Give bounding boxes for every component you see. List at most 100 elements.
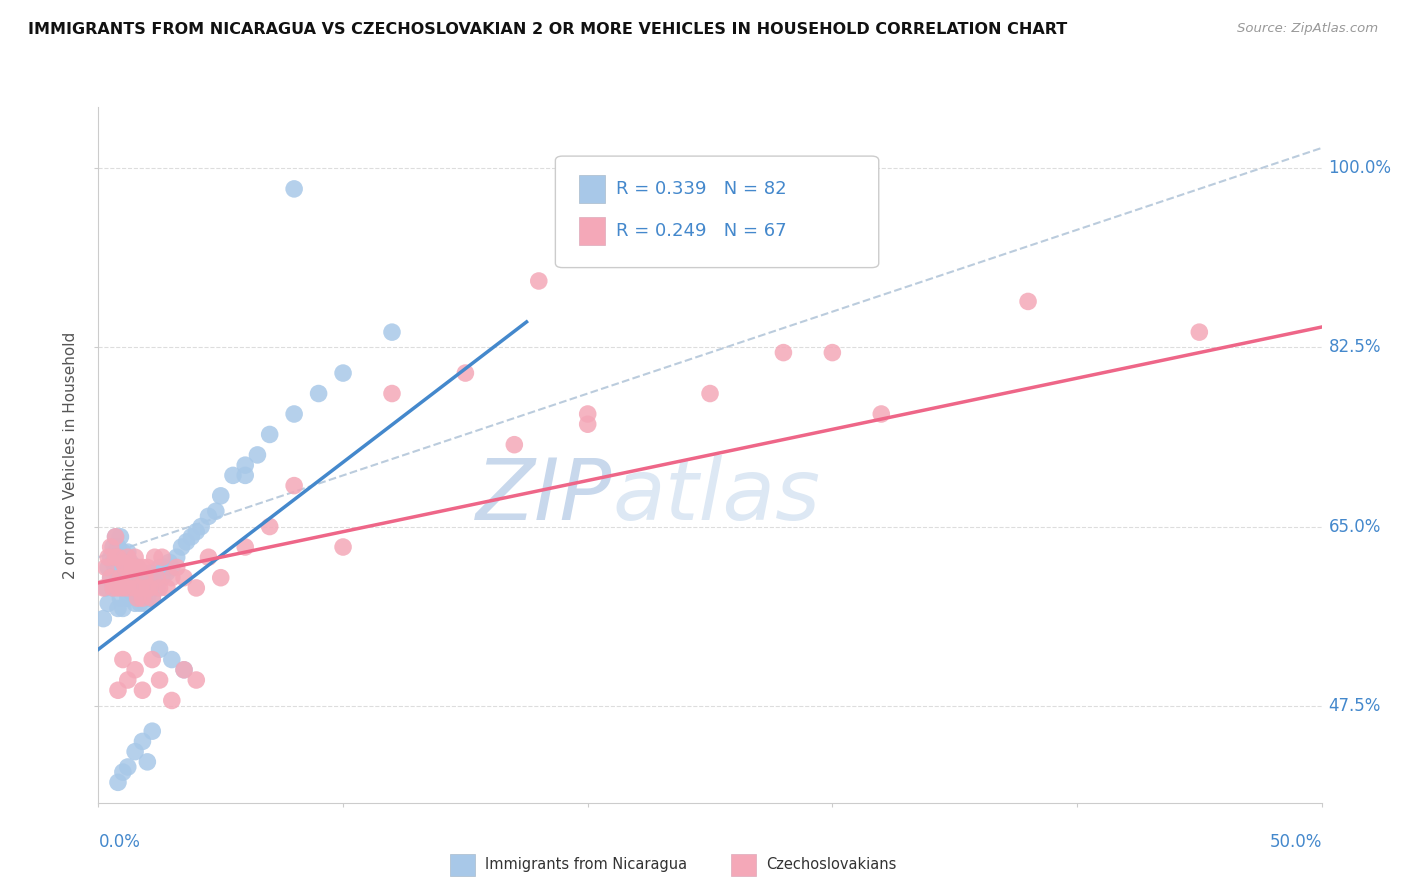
- Point: [100, 540, 122, 554]
- Point: [233, 458, 256, 472]
- Point: [117, 571, 139, 585]
- Point: [141, 591, 163, 606]
- Point: [141, 566, 163, 580]
- Text: 100.0%: 100.0%: [1329, 160, 1392, 178]
- Text: Immigrants from Nicaragua: Immigrants from Nicaragua: [485, 857, 688, 871]
- Point: [124, 550, 146, 565]
- Point: [149, 642, 172, 657]
- Point: [134, 571, 156, 585]
- Text: Source: ZipAtlas.com: Source: ZipAtlas.com: [1237, 22, 1378, 36]
- Point: [139, 581, 162, 595]
- Point: [91, 581, 114, 595]
- Point: [308, 386, 330, 401]
- Point: [131, 683, 153, 698]
- Point: [222, 468, 245, 483]
- Point: [121, 560, 143, 574]
- Point: [1188, 325, 1211, 339]
- Point: [283, 407, 305, 421]
- Point: [186, 673, 208, 687]
- Point: [104, 530, 127, 544]
- Point: [104, 545, 127, 559]
- Y-axis label: 2 or more Vehicles in Household: 2 or more Vehicles in Household: [63, 331, 79, 579]
- Text: Czechoslovakians: Czechoslovakians: [766, 857, 897, 871]
- Point: [124, 745, 146, 759]
- Point: [107, 550, 129, 565]
- Point: [117, 591, 139, 606]
- Point: [121, 586, 143, 600]
- Point: [173, 571, 195, 585]
- Point: [111, 765, 134, 780]
- Point: [111, 652, 134, 666]
- Point: [190, 519, 212, 533]
- Point: [107, 601, 129, 615]
- Point: [94, 560, 117, 574]
- Point: [100, 571, 122, 585]
- Point: [166, 550, 188, 565]
- Point: [111, 571, 134, 585]
- Point: [259, 519, 281, 533]
- Point: [117, 673, 139, 687]
- Point: [107, 683, 129, 698]
- Point: [114, 555, 136, 569]
- Text: R = 0.249   N = 67: R = 0.249 N = 67: [616, 222, 786, 240]
- Point: [91, 612, 114, 626]
- Point: [381, 325, 404, 339]
- Point: [143, 550, 166, 565]
- Point: [149, 673, 172, 687]
- Point: [100, 550, 122, 565]
- Point: [150, 550, 173, 565]
- Point: [503, 438, 526, 452]
- Point: [114, 581, 136, 595]
- Point: [117, 550, 139, 565]
- Point: [107, 775, 129, 789]
- Point: [97, 550, 120, 565]
- Point: [121, 560, 143, 574]
- Point: [173, 663, 195, 677]
- Point: [156, 581, 179, 595]
- Point: [197, 509, 219, 524]
- Point: [136, 581, 159, 595]
- Point: [209, 489, 232, 503]
- Point: [110, 560, 132, 574]
- Point: [111, 581, 134, 595]
- Point: [332, 540, 354, 554]
- Text: IMMIGRANTS FROM NICARAGUA VS CZECHOSLOVAKIAN 2 OR MORE VEHICLES IN HOUSEHOLD COR: IMMIGRANTS FROM NICARAGUA VS CZECHOSLOVA…: [28, 22, 1067, 37]
- Point: [117, 760, 139, 774]
- Text: 50.0%: 50.0%: [1270, 833, 1322, 851]
- Point: [136, 571, 159, 585]
- Point: [104, 560, 127, 574]
- Point: [170, 540, 193, 554]
- Point: [381, 386, 404, 401]
- Text: ZIP: ZIP: [475, 455, 612, 538]
- Point: [527, 274, 550, 288]
- Point: [157, 555, 180, 569]
- Point: [209, 571, 232, 585]
- Point: [136, 755, 159, 769]
- Point: [136, 560, 159, 574]
- Point: [186, 524, 208, 539]
- Point: [259, 427, 281, 442]
- Point: [111, 545, 134, 559]
- Point: [186, 581, 208, 595]
- Text: 0.0%: 0.0%: [98, 833, 141, 851]
- Point: [129, 571, 152, 585]
- Point: [454, 366, 477, 380]
- Point: [101, 581, 124, 595]
- Point: [149, 581, 172, 595]
- Point: [233, 540, 256, 554]
- Point: [97, 560, 120, 574]
- Point: [114, 560, 136, 574]
- Point: [246, 448, 269, 462]
- Point: [107, 581, 129, 595]
- Point: [160, 571, 183, 585]
- Point: [166, 560, 188, 574]
- Point: [111, 601, 134, 615]
- Point: [176, 534, 198, 549]
- Point: [821, 345, 844, 359]
- Point: [150, 571, 173, 585]
- Text: 65.0%: 65.0%: [1329, 517, 1381, 535]
- Text: R = 0.339   N = 82: R = 0.339 N = 82: [616, 180, 786, 198]
- Point: [120, 571, 142, 585]
- Point: [124, 663, 146, 677]
- Point: [104, 550, 127, 565]
